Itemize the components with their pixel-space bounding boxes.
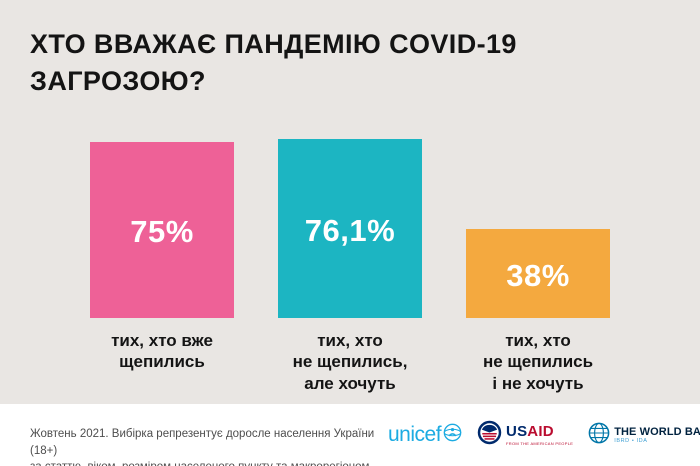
usaid-text: USAID FROM THE AMERICAN PEOPLE bbox=[506, 424, 573, 446]
bar-value-label: 38% bbox=[506, 257, 570, 293]
unicef-wordmark: unicef bbox=[388, 423, 442, 446]
worldbank-sublabel: IBRD • IDA bbox=[614, 438, 648, 445]
usaid-seal-icon bbox=[477, 420, 502, 450]
worldbank-text: THE WORLD BANK IBRD • IDA bbox=[614, 426, 700, 444]
unicef-globe-icon bbox=[443, 423, 462, 447]
bar-chart: 75% 76,1% 38% bbox=[90, 139, 610, 318]
bar-1: 76,1% bbox=[278, 139, 422, 318]
bar-category-label: тих, хто вже щепились bbox=[111, 331, 213, 372]
usaid-wordmark: USAID bbox=[506, 424, 554, 439]
bar-category-row: тих, хто вже щепились тих, хто не щепилис… bbox=[90, 330, 610, 394]
bar-value-label: 76,1% bbox=[304, 212, 396, 248]
usaid-logo: USAID FROM THE AMERICAN PEOPLE bbox=[477, 420, 573, 450]
worldbank-globe-icon bbox=[588, 422, 610, 449]
unicef-logo: unicef bbox=[388, 423, 462, 447]
worldbank-wordmark: THE WORLD BANK bbox=[614, 425, 700, 438]
worldbank-logo: THE WORLD BANK IBRD • IDA bbox=[588, 422, 700, 449]
bar-2: 38% bbox=[466, 229, 610, 318]
usaid-aid-text: AID bbox=[527, 423, 554, 441]
footer-strip: Жовтень 2021. Вибірка репрезентує доросл… bbox=[0, 404, 700, 466]
bar-category-label: тих, хто не щепились, але хочуть bbox=[292, 331, 408, 393]
bar-category-label: тих, хто не щепились і не хочуть bbox=[482, 331, 594, 393]
usaid-tagline: FROM THE AMERICAN PEOPLE bbox=[506, 440, 574, 446]
methodology-note: Жовтень 2021. Вибірка репрезентує доросл… bbox=[30, 428, 375, 466]
bar-0: 75% bbox=[90, 142, 234, 318]
partner-logos: unicef bbox=[388, 404, 700, 466]
usaid-us-text: US bbox=[506, 423, 528, 441]
page-title: ХТО ВВАЖАЄ ПАНДЕМІЮ COVID-19 ЗАГРОЗОЮ? bbox=[30, 29, 517, 97]
bar-value-label: 75% bbox=[130, 214, 194, 249]
